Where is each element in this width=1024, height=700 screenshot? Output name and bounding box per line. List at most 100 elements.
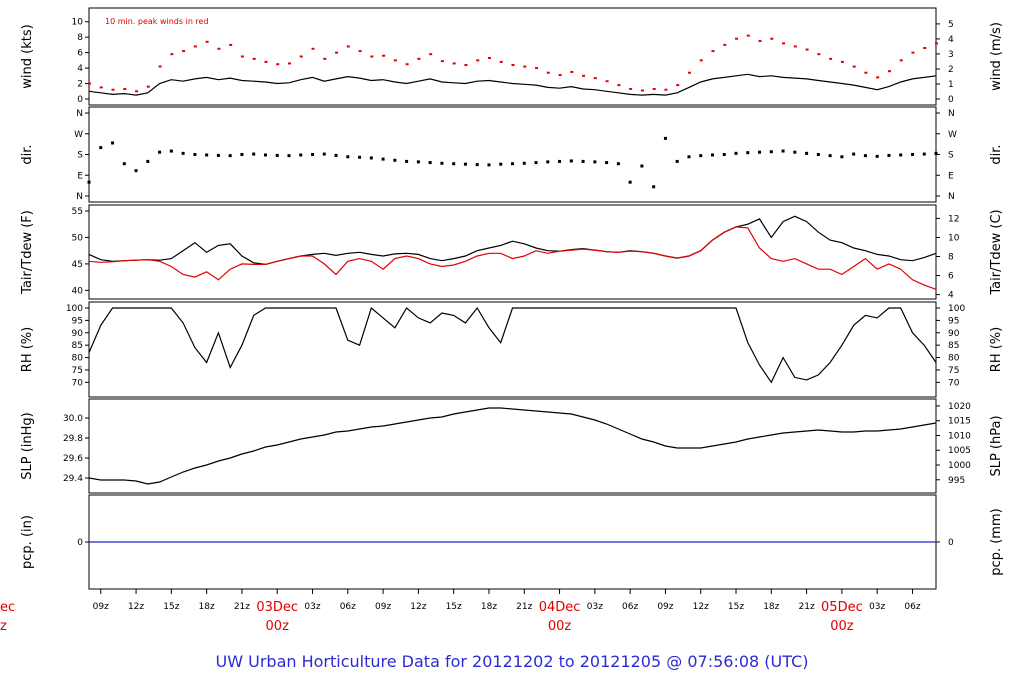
peak-wind-point (876, 76, 880, 79)
direction-point (687, 155, 691, 159)
left-tick-label: W (74, 130, 83, 140)
time-tick-label: 03z (587, 602, 603, 612)
right-tick-label: 75 (948, 366, 959, 376)
peak-wind-point (629, 87, 633, 90)
right-tick-label: 90 (948, 329, 960, 339)
time-tick-label: 12z (410, 602, 426, 612)
tair-series-line (88, 215, 937, 266)
left-axis-label: Tair/Tdew (F) (20, 210, 35, 295)
peak-wind-point (640, 89, 644, 92)
peak-wind-point (346, 45, 350, 48)
peak-wind-point (240, 55, 244, 58)
time-tick-label: 21z (516, 602, 532, 612)
time-tick-label: 06z (340, 602, 356, 612)
right-axis-label: dir. (989, 144, 1004, 164)
direction-point (875, 154, 879, 158)
right-tick-label: N (948, 192, 955, 202)
peak-wind-point (499, 60, 503, 63)
direction-point (593, 160, 597, 164)
peak-wind-point (487, 57, 491, 60)
right-axis-label: RH (%) (989, 327, 1004, 372)
right-tick-label: 2 (948, 65, 954, 75)
right-axis-label: SLP (hPa) (989, 415, 1004, 476)
peak-wind-point (217, 47, 221, 50)
peak-wind-point (476, 59, 480, 62)
left-tick-label: 70 (72, 378, 84, 388)
peak-wind-point (817, 53, 821, 56)
peak-wind-point (887, 70, 891, 73)
right-tick-label: 95 (948, 316, 959, 326)
left-tick-label: 30.0 (63, 414, 83, 424)
peak-wind-point (170, 53, 174, 56)
direction-point (546, 160, 550, 164)
direction-point (640, 164, 644, 168)
rh-series-line (88, 306, 937, 384)
clipped-hour-label: z (0, 619, 7, 634)
right-axis-label: pcp. (mm) (989, 508, 1004, 575)
peak-wind-point (464, 64, 468, 66)
peak-wind-point (135, 90, 139, 93)
direction-point (605, 161, 609, 165)
right-tick-label: 0 (948, 538, 954, 548)
peak-wind-point (88, 82, 91, 85)
panel-wind: 0 2 4 6 8 10 0 1 2 3 4 5 wind (kts) wind (m/s) 10 min.… (20, 7, 1004, 106)
direction-point (699, 154, 703, 158)
direction-point (522, 161, 526, 165)
right-tick-label: 4 (948, 291, 954, 301)
peak-wind-point (864, 71, 868, 74)
right-tick-label: E (948, 171, 954, 181)
direction-point (816, 153, 820, 156)
peak-wind-point (782, 42, 786, 45)
left-axis-label: pcp. (in) (20, 515, 35, 569)
left-tick-label: 4 (77, 64, 83, 74)
direction-point (169, 149, 173, 153)
direction-point (181, 151, 185, 155)
right-tick-label: 995 (948, 476, 965, 486)
peak-wind-point (370, 55, 374, 58)
direction-point (440, 161, 444, 165)
peak-wind-point (335, 51, 339, 54)
peak-wind-point (617, 84, 621, 87)
time-tick-label: 12z (128, 602, 144, 612)
peak-wind-point (570, 70, 574, 73)
right-tick-label: 0 (948, 95, 954, 105)
peak-wind-point (429, 53, 433, 56)
peak-wind-point (452, 62, 456, 65)
left-tick-label: N (76, 109, 83, 119)
direction-point (828, 154, 832, 158)
clipped-date-label: ec (0, 600, 15, 615)
right-tick-label: 1005 (948, 446, 971, 456)
peak-wind-point (440, 60, 444, 63)
day-hour-label: 00z (548, 619, 572, 634)
direction-point (134, 169, 138, 173)
right-axis-label: Tair/Tdew (C) (989, 209, 1004, 295)
right-tick-label: 12 (948, 214, 959, 224)
right-tick-label: 1 (948, 80, 954, 90)
direction-point (416, 160, 420, 164)
peak-wind-point (793, 45, 797, 48)
right-tick-label: 70 (948, 378, 960, 388)
left-axis-label: dir. (20, 144, 35, 164)
left-tick-label: E (77, 171, 83, 181)
left-tick-label: 29.4 (63, 474, 83, 484)
time-tick-label: 03z (304, 602, 320, 612)
direction-point (146, 159, 150, 163)
direction-point (381, 157, 385, 161)
left-tick-label: N (76, 192, 83, 202)
direction-point (934, 151, 938, 155)
time-tick-label: 09z (657, 602, 673, 612)
direction-point (369, 156, 373, 160)
left-tick-label: 90 (72, 329, 84, 339)
direction-point (769, 150, 773, 154)
direction-point (722, 153, 726, 156)
left-tick-label: 85 (72, 341, 83, 351)
direction-point (99, 146, 103, 150)
left-axis-label: SLP (inHg) (20, 412, 35, 480)
peak-wind-point (311, 47, 315, 50)
right-tick-label: 1010 (948, 431, 971, 441)
time-tick-label: 03z (869, 602, 885, 612)
peak-wind-point (299, 55, 303, 58)
peak-wind-point (405, 63, 409, 66)
peak-wind-point (276, 63, 280, 66)
